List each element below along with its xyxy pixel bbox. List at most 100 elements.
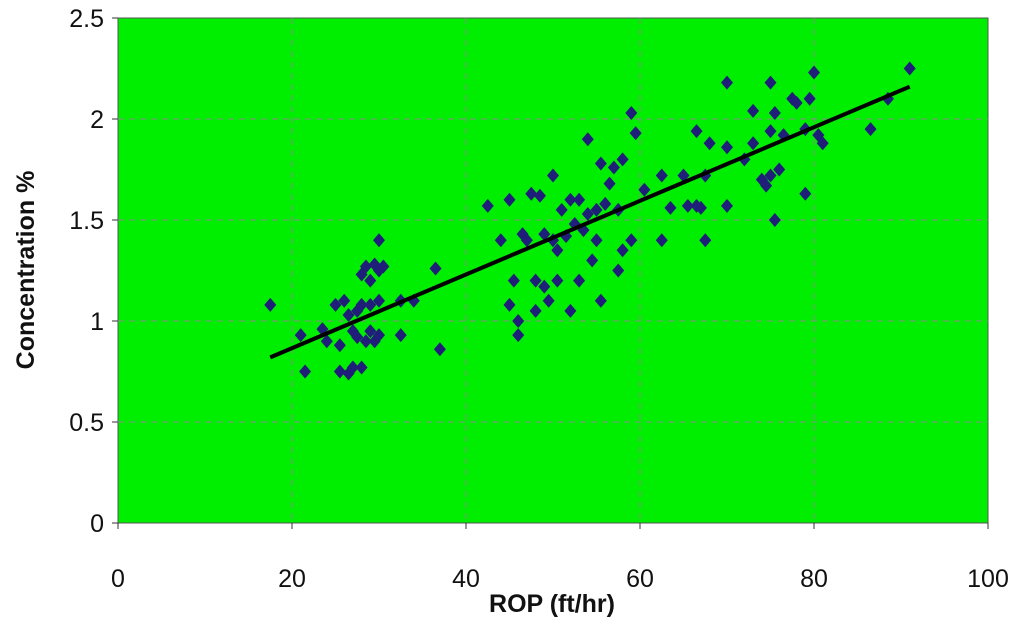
data-point xyxy=(529,303,542,318)
data-point xyxy=(481,198,494,213)
data-point xyxy=(808,65,820,80)
data-point xyxy=(503,297,516,312)
data-point xyxy=(264,297,277,312)
data-point xyxy=(520,233,533,248)
data-point xyxy=(581,132,594,147)
data-point xyxy=(351,330,364,345)
data-point xyxy=(346,360,359,375)
data-point xyxy=(373,328,385,343)
data-point xyxy=(773,162,786,177)
data-point xyxy=(294,328,307,343)
data-point xyxy=(681,198,694,213)
x-tick-label: 100 xyxy=(967,565,1009,593)
data-point xyxy=(551,273,564,288)
data-point xyxy=(529,273,542,288)
data-point xyxy=(512,314,525,328)
data-point xyxy=(655,168,668,183)
data-point xyxy=(594,293,607,308)
plot-area xyxy=(117,17,989,524)
data-point xyxy=(564,192,577,207)
data-point xyxy=(512,328,525,343)
data-point xyxy=(494,233,507,248)
gridlines xyxy=(118,18,988,523)
data-point xyxy=(768,105,781,120)
data-point xyxy=(533,188,546,203)
data-point xyxy=(342,307,355,322)
data-point xyxy=(703,136,716,151)
data-point xyxy=(790,95,803,110)
data-point xyxy=(538,227,551,242)
data-point xyxy=(373,293,385,308)
data-point xyxy=(333,338,346,353)
y-tick-labels: 0 0.5 1 1.5 2 2.5 xyxy=(69,5,104,538)
data-point xyxy=(377,259,390,274)
data-point xyxy=(864,122,877,137)
data-point xyxy=(364,273,377,288)
data-point xyxy=(555,202,568,217)
data-point xyxy=(721,75,733,90)
x-tick-label: 80 xyxy=(800,565,828,593)
data-point xyxy=(359,334,372,349)
data-point xyxy=(599,196,612,211)
data-point xyxy=(721,140,733,155)
data-point xyxy=(359,259,372,274)
data-point xyxy=(503,192,516,207)
y-tick-label: 0.5 xyxy=(69,409,104,437)
data-point xyxy=(799,186,812,201)
data-point xyxy=(581,206,594,221)
y-tick-label: 1 xyxy=(90,308,104,336)
y-tick-label: 2 xyxy=(90,106,104,134)
data-point xyxy=(764,75,777,90)
data-point xyxy=(586,253,599,268)
data-point xyxy=(542,293,555,308)
data-point xyxy=(607,160,620,175)
data-point xyxy=(764,168,777,183)
data-point xyxy=(612,263,625,278)
data-point xyxy=(816,136,829,151)
data-point xyxy=(525,186,538,201)
data-point xyxy=(433,342,446,357)
data-point xyxy=(699,233,712,248)
data-point xyxy=(507,273,520,288)
x-tick-label: 40 xyxy=(452,565,480,593)
data-point xyxy=(664,200,677,215)
x-tick-labels: 0 20 40 60 80 100 xyxy=(111,565,1009,593)
y-axis-title: Concentration % xyxy=(12,171,40,370)
data-point xyxy=(329,297,342,312)
data-point xyxy=(429,261,442,276)
y-tick-label: 0 xyxy=(90,510,104,538)
data-point xyxy=(594,156,607,171)
data-point xyxy=(768,213,781,227)
data-points xyxy=(264,61,916,381)
data-point xyxy=(747,103,760,118)
x-tick-label: 20 xyxy=(278,565,306,593)
data-point xyxy=(747,136,760,151)
data-point xyxy=(603,176,616,191)
y-tick-label: 2.5 xyxy=(69,5,104,33)
data-point xyxy=(616,152,629,167)
axes xyxy=(112,17,989,529)
data-point xyxy=(764,124,777,139)
trendline xyxy=(269,84,911,360)
y-tick-label: 1.5 xyxy=(69,207,104,235)
data-point xyxy=(564,303,577,318)
data-point xyxy=(538,279,551,294)
data-point xyxy=(625,105,638,120)
data-point xyxy=(355,297,368,312)
data-point xyxy=(903,61,916,76)
data-point xyxy=(803,91,816,106)
data-point xyxy=(338,293,351,308)
data-point xyxy=(551,243,564,258)
data-point xyxy=(721,198,733,213)
x-axis-title: ROP (ft/hr) xyxy=(489,590,615,618)
data-point xyxy=(364,297,377,312)
data-point xyxy=(355,360,368,375)
data-point xyxy=(573,192,586,207)
data-point xyxy=(625,233,638,248)
data-point xyxy=(364,324,377,339)
data-point xyxy=(547,168,559,183)
data-point xyxy=(638,182,651,197)
data-point xyxy=(590,233,603,248)
data-point xyxy=(320,334,333,349)
data-point xyxy=(573,273,586,288)
